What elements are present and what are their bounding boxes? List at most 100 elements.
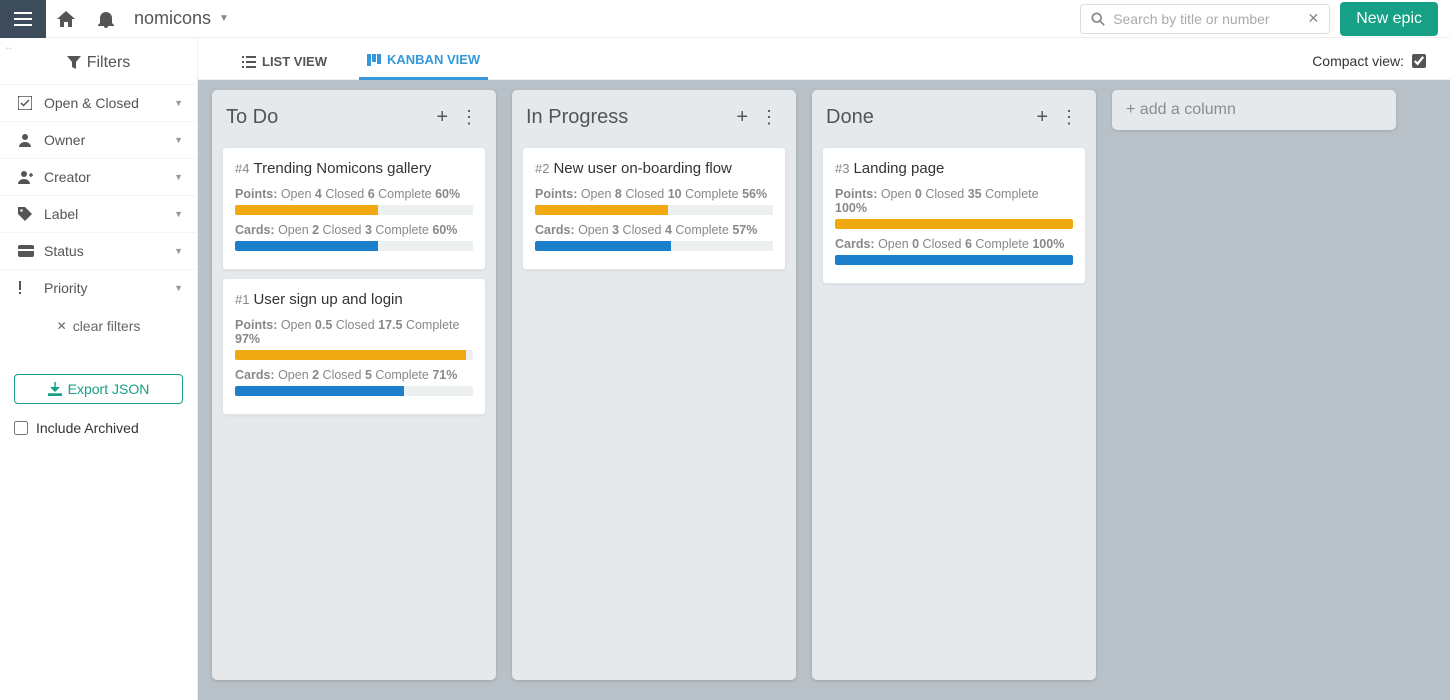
filter-label: Priority bbox=[44, 280, 174, 296]
cards-stats: Cards: Open 2 Closed 5 Complete 71% bbox=[235, 368, 473, 382]
add-card-button[interactable]: + bbox=[430, 106, 454, 129]
search-input[interactable] bbox=[1105, 11, 1307, 27]
points-stats: Points: Open 0.5 Closed 17.5 Complete 97… bbox=[235, 318, 473, 346]
points-progress-bar bbox=[235, 350, 473, 360]
card-number: #3 bbox=[835, 161, 849, 176]
notifications-button[interactable] bbox=[86, 0, 126, 38]
compact-view-toggle[interactable]: Compact view: bbox=[1312, 53, 1426, 79]
view-bar: LIST VIEW KANBAN VIEW Compact view: bbox=[198, 38, 1450, 80]
filters-sidebar: ↔ Filters Open & Closed▼Owner▼Creator▼La… bbox=[0, 38, 198, 700]
kanban-icon bbox=[367, 54, 381, 66]
search-box[interactable]: ✕ bbox=[1080, 4, 1330, 34]
caret-down-icon: ▼ bbox=[174, 135, 183, 145]
kanban-board: To Do+⋮ #4 Trending Nomicons gallery Points… bbox=[198, 80, 1450, 700]
cards-progress-bar bbox=[235, 386, 473, 396]
column-header: Done+⋮ bbox=[822, 90, 1086, 147]
sidebar-drag-handle[interactable]: ↔ bbox=[4, 42, 13, 53]
cards-progress-bar bbox=[535, 241, 773, 251]
project-switcher[interactable]: nomicons ▼ bbox=[134, 8, 229, 29]
add-card-button[interactable]: + bbox=[730, 106, 754, 129]
card-title-row: #3 Landing page bbox=[835, 160, 1073, 177]
column-menu-button[interactable]: ⋮ bbox=[454, 107, 482, 128]
column-menu-button[interactable]: ⋮ bbox=[1054, 107, 1082, 128]
tag-icon bbox=[18, 207, 36, 221]
hamburger-menu-button[interactable] bbox=[0, 0, 46, 38]
card-title-row: #4 Trending Nomicons gallery bbox=[235, 160, 473, 177]
download-icon bbox=[48, 382, 62, 396]
epic-card[interactable]: #2New user on-boarding flow Points: Open … bbox=[522, 147, 786, 270]
epic-card[interactable]: #1 User sign up and login Points: Open 0.5… bbox=[222, 278, 486, 415]
search-icon bbox=[1091, 12, 1105, 26]
new-epic-button[interactable]: New epic bbox=[1340, 2, 1438, 36]
card-number: #2 bbox=[535, 161, 549, 176]
person-plus-icon bbox=[18, 170, 36, 184]
list-icon bbox=[242, 56, 256, 68]
filter-priority[interactable]: Priority▼ bbox=[0, 269, 197, 306]
compact-view-label: Compact view: bbox=[1312, 53, 1404, 69]
column-menu-button[interactable]: ⋮ bbox=[754, 107, 782, 128]
cards-stats: Cards: Open 3 Closed 4 Complete 57% bbox=[535, 223, 773, 237]
filter-owner[interactable]: Owner▼ bbox=[0, 121, 197, 158]
card-icon bbox=[18, 245, 36, 257]
card-title-row: #2New user on-boarding flow bbox=[535, 160, 773, 177]
add-card-button[interactable]: + bbox=[1030, 106, 1054, 129]
epic-card[interactable]: #3 Landing page Points: Open 0 Closed 35 C… bbox=[822, 147, 1086, 284]
export-json-label: Export JSON bbox=[68, 381, 150, 397]
filter-label: Owner bbox=[44, 132, 174, 148]
filter-label[interactable]: Label▼ bbox=[0, 195, 197, 232]
include-archived-checkbox[interactable] bbox=[14, 421, 28, 435]
person-icon bbox=[18, 133, 36, 147]
main-area: LIST VIEW KANBAN VIEW Compact view: To D… bbox=[198, 38, 1450, 700]
filter-label: Creator bbox=[44, 169, 174, 185]
points-progress-bar bbox=[535, 205, 773, 215]
filter-open-closed[interactable]: Open & Closed▼ bbox=[0, 84, 197, 121]
compact-view-checkbox[interactable] bbox=[1412, 54, 1426, 68]
home-icon bbox=[57, 11, 75, 27]
tab-kanban-view-label: KANBAN VIEW bbox=[387, 52, 480, 67]
card-title: User sign up and login bbox=[253, 291, 402, 308]
card-number: #1 bbox=[235, 292, 249, 307]
points-stats: Points: Open 0 Closed 35 Complete 100% bbox=[835, 187, 1073, 215]
filters-heading: Filters bbox=[0, 48, 197, 84]
caret-down-icon: ▼ bbox=[174, 209, 183, 219]
add-column-button[interactable]: + add a column bbox=[1112, 90, 1396, 130]
cards-stats: Cards: Open 0 Closed 6 Complete 100% bbox=[835, 237, 1073, 251]
card-title: Trending Nomicons gallery bbox=[253, 160, 431, 177]
column-title: Done bbox=[826, 106, 1030, 129]
topbar: nomicons ▼ ✕ New epic bbox=[0, 0, 1450, 38]
card-title-row: #1 User sign up and login bbox=[235, 291, 473, 308]
caret-down-icon: ▼ bbox=[174, 98, 183, 108]
kanban-column: In Progress+⋮#2New user on-boarding flow… bbox=[512, 90, 796, 680]
cards-progress-bar bbox=[835, 255, 1073, 265]
home-button[interactable] bbox=[46, 0, 86, 38]
tab-list-view[interactable]: LIST VIEW bbox=[234, 54, 335, 79]
tab-kanban-view[interactable]: KANBAN VIEW bbox=[359, 52, 488, 80]
clear-filters-button[interactable]: ✕ clear filters bbox=[0, 306, 197, 346]
caret-down-icon: ▼ bbox=[174, 246, 183, 256]
include-archived-toggle[interactable]: Include Archived bbox=[0, 416, 197, 440]
add-column-label: + add a column bbox=[1126, 101, 1236, 119]
exclaim-icon bbox=[18, 281, 36, 295]
clear-search-icon[interactable]: ✕ bbox=[1307, 10, 1319, 27]
card-number: #4 bbox=[235, 161, 249, 176]
filters-heading-label: Filters bbox=[87, 54, 131, 72]
cards-stats: Cards: Open 2 Closed 3 Complete 60% bbox=[235, 223, 473, 237]
card-title: Landing page bbox=[853, 160, 944, 177]
caret-down-icon: ▼ bbox=[174, 283, 183, 293]
filter-icon bbox=[67, 56, 81, 70]
kanban-column: Done+⋮ #3 Landing page Points: Open 0 Close… bbox=[812, 90, 1096, 680]
filter-status[interactable]: Status▼ bbox=[0, 232, 197, 269]
filter-creator[interactable]: Creator▼ bbox=[0, 158, 197, 195]
bell-icon bbox=[98, 10, 114, 28]
kanban-column: To Do+⋮ #4 Trending Nomicons gallery Points… bbox=[212, 90, 496, 680]
caret-down-icon: ▼ bbox=[174, 172, 183, 182]
points-progress-bar bbox=[835, 219, 1073, 229]
include-archived-label: Include Archived bbox=[36, 420, 139, 436]
project-name: nomicons bbox=[134, 8, 211, 29]
points-stats: Points: Open 8 Closed 10 Complete 56% bbox=[535, 187, 773, 201]
epic-card[interactable]: #4Trending Nomicons galleryPoints: Open … bbox=[222, 147, 486, 270]
column-header: To Do+⋮ bbox=[222, 90, 486, 147]
filter-label: Label bbox=[44, 206, 174, 222]
tab-list-view-label: LIST VIEW bbox=[262, 54, 327, 69]
export-json-button[interactable]: Export JSON bbox=[14, 374, 183, 404]
